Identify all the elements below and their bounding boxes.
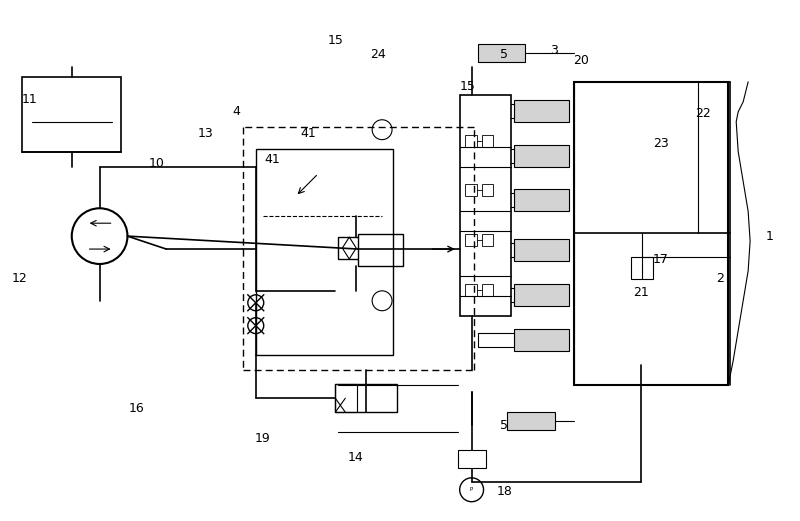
- Bar: [465, 184, 477, 196]
- Bar: [482, 184, 494, 196]
- Bar: [478, 148, 514, 163]
- Bar: [514, 329, 569, 351]
- Circle shape: [72, 208, 127, 264]
- Text: 20: 20: [573, 54, 589, 67]
- Bar: [478, 243, 514, 257]
- Bar: [574, 82, 728, 386]
- Bar: [478, 44, 526, 62]
- Bar: [465, 134, 477, 146]
- Text: 22: 22: [695, 107, 711, 120]
- Bar: [507, 412, 555, 430]
- Text: 16: 16: [129, 402, 144, 415]
- Text: 11: 11: [22, 93, 38, 106]
- Text: 19: 19: [255, 431, 270, 444]
- Bar: [478, 288, 514, 302]
- Bar: [482, 234, 494, 246]
- Text: 17: 17: [653, 253, 669, 266]
- Bar: [630, 257, 653, 279]
- Text: 18: 18: [497, 485, 512, 498]
- Text: P: P: [470, 487, 474, 492]
- Bar: [465, 284, 477, 296]
- Bar: [514, 189, 569, 211]
- Circle shape: [372, 120, 392, 140]
- Bar: [335, 384, 358, 412]
- Text: 14: 14: [347, 451, 363, 464]
- Bar: [478, 104, 514, 118]
- Bar: [478, 193, 514, 207]
- Bar: [514, 100, 569, 122]
- Text: 13: 13: [198, 127, 214, 140]
- Bar: [482, 284, 494, 296]
- Bar: [514, 284, 569, 306]
- Bar: [465, 234, 477, 246]
- Circle shape: [460, 478, 483, 502]
- Text: 41: 41: [265, 153, 281, 166]
- Text: 23: 23: [653, 137, 669, 150]
- Text: 10: 10: [148, 157, 164, 170]
- Text: 24: 24: [370, 47, 386, 60]
- Bar: [478, 332, 514, 346]
- Text: 21: 21: [633, 287, 649, 300]
- Text: 1: 1: [766, 230, 774, 243]
- Text: 15: 15: [327, 34, 343, 47]
- Text: 12: 12: [12, 272, 28, 286]
- Bar: [514, 239, 569, 261]
- Text: 15: 15: [460, 80, 475, 93]
- Bar: [458, 450, 486, 468]
- Text: 2: 2: [716, 272, 724, 286]
- Bar: [22, 77, 122, 152]
- Bar: [460, 95, 511, 316]
- Text: 3: 3: [550, 44, 558, 57]
- Bar: [358, 234, 403, 266]
- Text: 4: 4: [232, 105, 240, 118]
- Text: 5: 5: [501, 47, 509, 60]
- Bar: [482, 134, 494, 146]
- Text: 41: 41: [301, 127, 316, 140]
- Bar: [514, 145, 569, 167]
- Text: 5: 5: [501, 418, 509, 431]
- Circle shape: [372, 291, 392, 311]
- Bar: [338, 237, 360, 259]
- Bar: [335, 384, 397, 412]
- Bar: [256, 148, 393, 355]
